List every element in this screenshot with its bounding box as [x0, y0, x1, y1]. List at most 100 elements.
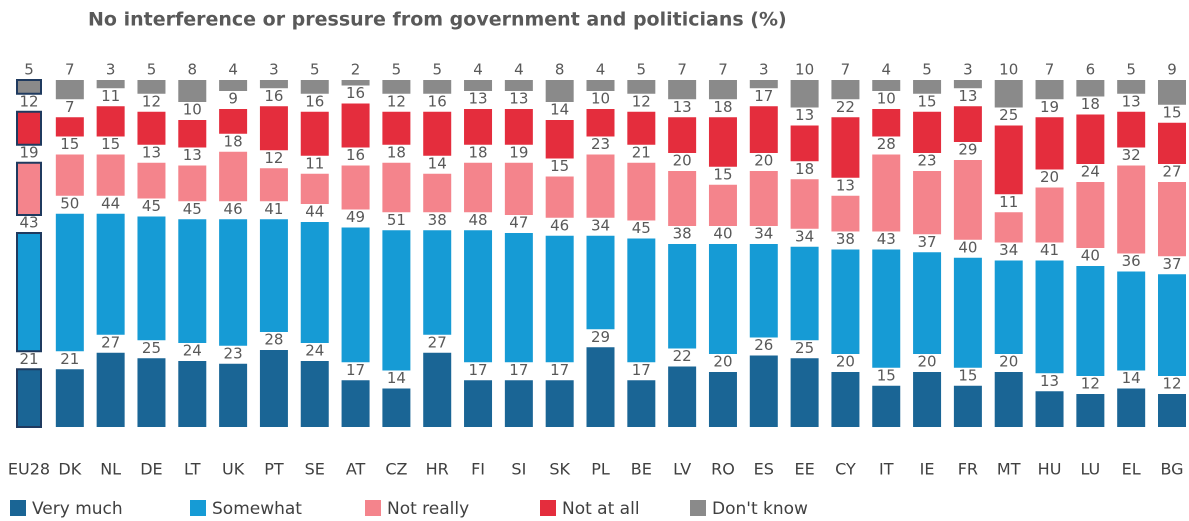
bar-segment [423, 352, 452, 427]
bar-segment [464, 162, 493, 213]
value-label: 27 [1162, 163, 1181, 181]
value-label: 5 [922, 61, 932, 79]
bar-segment [749, 80, 778, 89]
value-label: 16 [264, 87, 283, 105]
chart-title: No interference or pressure from governm… [88, 9, 787, 31]
value-label: 10 [877, 90, 896, 108]
x-tick-label: FI [471, 460, 485, 479]
value-label: 34 [999, 241, 1018, 259]
legend-label: Somewhat [212, 499, 302, 519]
bar-segment [341, 165, 370, 210]
bar-segment [16, 232, 42, 353]
value-label: 5 [147, 61, 157, 79]
bar-segment [96, 154, 125, 196]
bar-segment [16, 110, 42, 146]
value-label: 40 [713, 225, 732, 243]
value-label: 13 [509, 90, 528, 108]
bar-segment [55, 213, 84, 352]
bar-segment [872, 109, 901, 137]
bar-segment [994, 125, 1023, 195]
value-label: 12 [1081, 375, 1100, 393]
value-label: 7 [841, 61, 851, 79]
bar-segment [16, 79, 42, 95]
value-label: 16 [428, 92, 447, 110]
bar-segment [831, 117, 860, 178]
bar-segment [586, 347, 615, 427]
value-label: 28 [877, 135, 896, 153]
bar-segment [586, 109, 615, 137]
bar-segment [913, 372, 942, 427]
bar-segment [55, 154, 84, 196]
bar-segment [1117, 271, 1146, 371]
x-tick-label: ES [754, 460, 774, 479]
bar-segment [341, 380, 370, 427]
bar-segment [668, 80, 697, 100]
value-label: 24 [305, 342, 324, 360]
bar-segment [708, 372, 737, 427]
x-tick-label: LV [673, 460, 691, 479]
bar-segment [96, 106, 125, 137]
value-label: 15 [958, 366, 977, 384]
value-label: 51 [387, 211, 406, 229]
bar-segment [464, 230, 493, 363]
value-label: 40 [958, 238, 977, 256]
x-tick-label: CY [835, 460, 856, 479]
bar-segment [423, 230, 452, 335]
legend-swatch [540, 500, 556, 516]
value-label: 7 [1045, 61, 1055, 79]
value-label: 14 [387, 369, 406, 387]
value-label: 8 [555, 61, 565, 79]
x-tick-label: FR [958, 460, 978, 479]
bar-segment [219, 109, 248, 134]
value-label: 7 [677, 61, 687, 79]
bar-segment [1035, 260, 1064, 374]
x-tick-label: PT [264, 460, 284, 479]
bar-segment [464, 380, 493, 427]
bar-segment [708, 184, 737, 226]
value-label: 13 [1122, 92, 1141, 110]
value-label: 19 [19, 143, 38, 161]
bar-segment [464, 80, 493, 91]
bar-segment [872, 154, 901, 232]
bar-segment [96, 80, 125, 89]
value-label: 21 [19, 350, 38, 368]
value-label: 38 [836, 230, 855, 248]
x-tick-label: SK [549, 460, 570, 479]
value-label: 13 [836, 176, 855, 194]
bar-segment [259, 168, 288, 202]
value-label: 4 [596, 61, 606, 79]
bar-segment [831, 249, 860, 354]
value-label: 19 [1040, 98, 1059, 116]
bar-segment [831, 195, 860, 232]
value-label: 50 [60, 194, 79, 212]
bar-segment [1076, 266, 1105, 376]
bar-segment [668, 117, 697, 153]
bar-segment [708, 117, 737, 167]
value-label: 3 [106, 61, 116, 79]
bar-segment [96, 213, 125, 335]
bar-segment [872, 80, 901, 91]
value-label: 28 [264, 331, 283, 349]
x-tick-label: IT [879, 460, 894, 479]
value-label: 34 [795, 227, 814, 245]
legend-swatch [190, 500, 206, 516]
value-label: 36 [1122, 252, 1141, 270]
bar-segment [1158, 182, 1186, 257]
value-label: 15 [713, 165, 732, 183]
bar-segment [749, 355, 778, 427]
bar-segment [504, 380, 533, 427]
value-label: 11 [999, 193, 1018, 211]
bar-segment [994, 80, 1023, 108]
value-label: 34 [754, 225, 773, 243]
bar-segment [219, 80, 248, 91]
bar-segment [1076, 114, 1105, 164]
bar-segment [504, 109, 533, 145]
bar-segment [627, 380, 656, 427]
bar-segment [16, 161, 42, 216]
x-tick-label: HR [426, 460, 449, 479]
value-label: 13 [795, 106, 814, 124]
value-label: 18 [713, 98, 732, 116]
bar-segment [790, 125, 819, 162]
bar-segment [1158, 122, 1186, 164]
value-label: 23 [591, 135, 610, 153]
